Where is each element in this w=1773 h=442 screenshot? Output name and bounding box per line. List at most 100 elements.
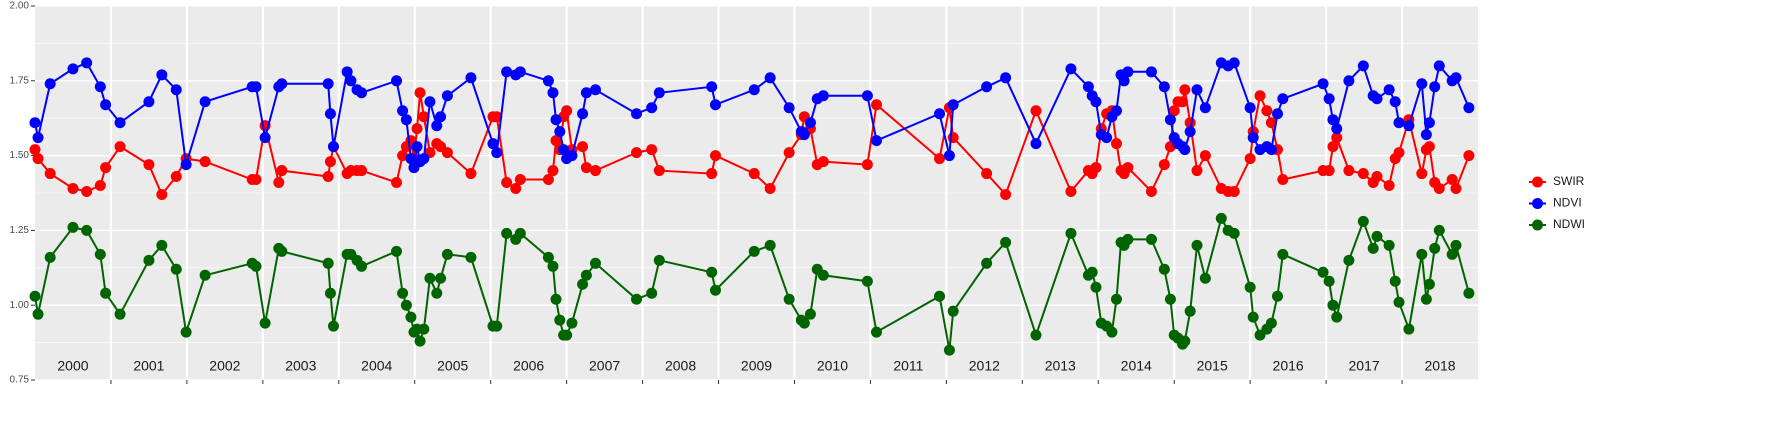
data-point bbox=[1122, 162, 1134, 174]
data-point bbox=[1429, 81, 1441, 93]
data-point bbox=[1030, 138, 1042, 150]
data-point bbox=[1110, 138, 1122, 150]
data-point bbox=[322, 171, 334, 183]
data-point bbox=[1106, 326, 1118, 338]
data-point bbox=[491, 147, 503, 159]
data-point bbox=[566, 150, 578, 162]
data-point bbox=[67, 63, 79, 75]
data-point bbox=[143, 96, 155, 108]
data-point bbox=[1261, 105, 1273, 117]
x-tick-label: 2005 bbox=[437, 358, 468, 374]
data-point bbox=[199, 156, 211, 168]
data-point bbox=[934, 290, 946, 302]
data-point bbox=[1082, 81, 1094, 93]
data-point bbox=[1357, 168, 1369, 180]
data-point bbox=[1191, 84, 1203, 96]
x-tick-label: 2012 bbox=[969, 358, 1000, 374]
x-tick-label: 2016 bbox=[1273, 358, 1304, 374]
data-point bbox=[1000, 72, 1012, 84]
x-tick-label: 2014 bbox=[1121, 358, 1152, 374]
data-point bbox=[861, 90, 873, 102]
data-point bbox=[501, 66, 513, 78]
data-point bbox=[391, 75, 403, 87]
data-point bbox=[1228, 227, 1240, 239]
data-point bbox=[276, 245, 288, 257]
data-point bbox=[981, 81, 993, 93]
data-point bbox=[947, 99, 959, 111]
data-point bbox=[435, 111, 447, 123]
data-point bbox=[870, 99, 882, 111]
data-point bbox=[1371, 230, 1383, 242]
data-point bbox=[1179, 84, 1191, 96]
data-point bbox=[1265, 117, 1277, 129]
data-point bbox=[631, 108, 643, 120]
data-point bbox=[1247, 311, 1259, 323]
data-point bbox=[1463, 150, 1475, 162]
data-point bbox=[514, 66, 526, 78]
data-point bbox=[1463, 102, 1475, 114]
data-point bbox=[1331, 123, 1343, 135]
data-point bbox=[81, 186, 93, 198]
data-point bbox=[554, 126, 566, 138]
data-point bbox=[1420, 293, 1432, 305]
data-point bbox=[397, 105, 409, 117]
data-point bbox=[324, 108, 336, 120]
data-point bbox=[1323, 93, 1335, 105]
data-point bbox=[67, 183, 79, 195]
data-point bbox=[934, 108, 946, 120]
data-point bbox=[1433, 60, 1445, 72]
data-point bbox=[550, 293, 562, 305]
data-point bbox=[424, 96, 436, 108]
x-tick-label: 2018 bbox=[1424, 358, 1455, 374]
data-point bbox=[356, 260, 368, 272]
data-point bbox=[561, 329, 573, 341]
data-point bbox=[783, 102, 795, 114]
data-point bbox=[1446, 174, 1458, 186]
x-tick-label: 2017 bbox=[1349, 358, 1380, 374]
data-point bbox=[1110, 293, 1122, 305]
legend-label: NDWI bbox=[1553, 217, 1585, 231]
data-point bbox=[44, 78, 56, 90]
data-point bbox=[29, 144, 41, 156]
data-point bbox=[94, 81, 106, 93]
data-point bbox=[501, 177, 513, 189]
data-point bbox=[943, 150, 955, 162]
data-point bbox=[1065, 227, 1077, 239]
data-point bbox=[114, 117, 126, 129]
data-point bbox=[322, 78, 334, 90]
data-point bbox=[861, 275, 873, 287]
data-point bbox=[491, 320, 503, 332]
data-point bbox=[561, 105, 573, 117]
data-point bbox=[156, 69, 168, 81]
data-point bbox=[327, 141, 339, 153]
data-point bbox=[1030, 105, 1042, 117]
data-point bbox=[1158, 159, 1170, 171]
data-point bbox=[1199, 272, 1211, 284]
data-point bbox=[1000, 188, 1012, 200]
data-point bbox=[1065, 63, 1077, 75]
data-point bbox=[1065, 186, 1077, 198]
data-point bbox=[550, 135, 562, 147]
x-tick-label: 2007 bbox=[589, 358, 620, 374]
data-point bbox=[94, 180, 106, 192]
data-point bbox=[276, 165, 288, 177]
data-point bbox=[32, 153, 44, 165]
data-point bbox=[1446, 248, 1458, 260]
data-point bbox=[804, 117, 816, 129]
data-point bbox=[1463, 287, 1475, 299]
data-point bbox=[1090, 162, 1102, 174]
data-point bbox=[411, 141, 423, 153]
data-point bbox=[1244, 153, 1256, 165]
x-tick-label: 2015 bbox=[1197, 358, 1228, 374]
data-point bbox=[44, 168, 56, 180]
data-point bbox=[981, 168, 993, 180]
legend-marker bbox=[1532, 198, 1543, 209]
data-point bbox=[870, 135, 882, 147]
data-point bbox=[706, 266, 718, 278]
data-point bbox=[1383, 239, 1395, 251]
data-point bbox=[1164, 293, 1176, 305]
data-point bbox=[170, 84, 182, 96]
data-point bbox=[577, 108, 589, 120]
data-point bbox=[1179, 335, 1191, 347]
